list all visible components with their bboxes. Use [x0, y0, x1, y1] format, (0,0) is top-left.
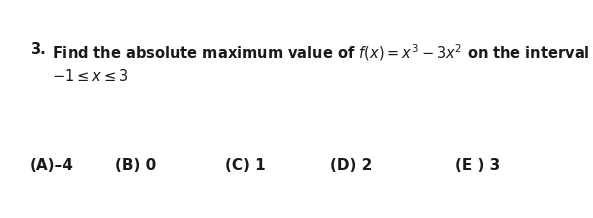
Text: (C) 1: (C) 1 — [225, 158, 266, 173]
Text: (B) 0: (B) 0 — [115, 158, 156, 173]
Text: (A)–4: (A)–4 — [30, 158, 74, 173]
Text: (D) 2: (D) 2 — [330, 158, 372, 173]
Text: Find the absolute maximum value of $f(x) = x^3 - 3x^2$ on the interval: Find the absolute maximum value of $f(x)… — [52, 42, 589, 63]
Text: (E ) 3: (E ) 3 — [455, 158, 500, 173]
Text: $-1 \leq x \leq 3$: $-1 \leq x \leq 3$ — [52, 68, 128, 84]
Text: 3.: 3. — [30, 42, 46, 57]
